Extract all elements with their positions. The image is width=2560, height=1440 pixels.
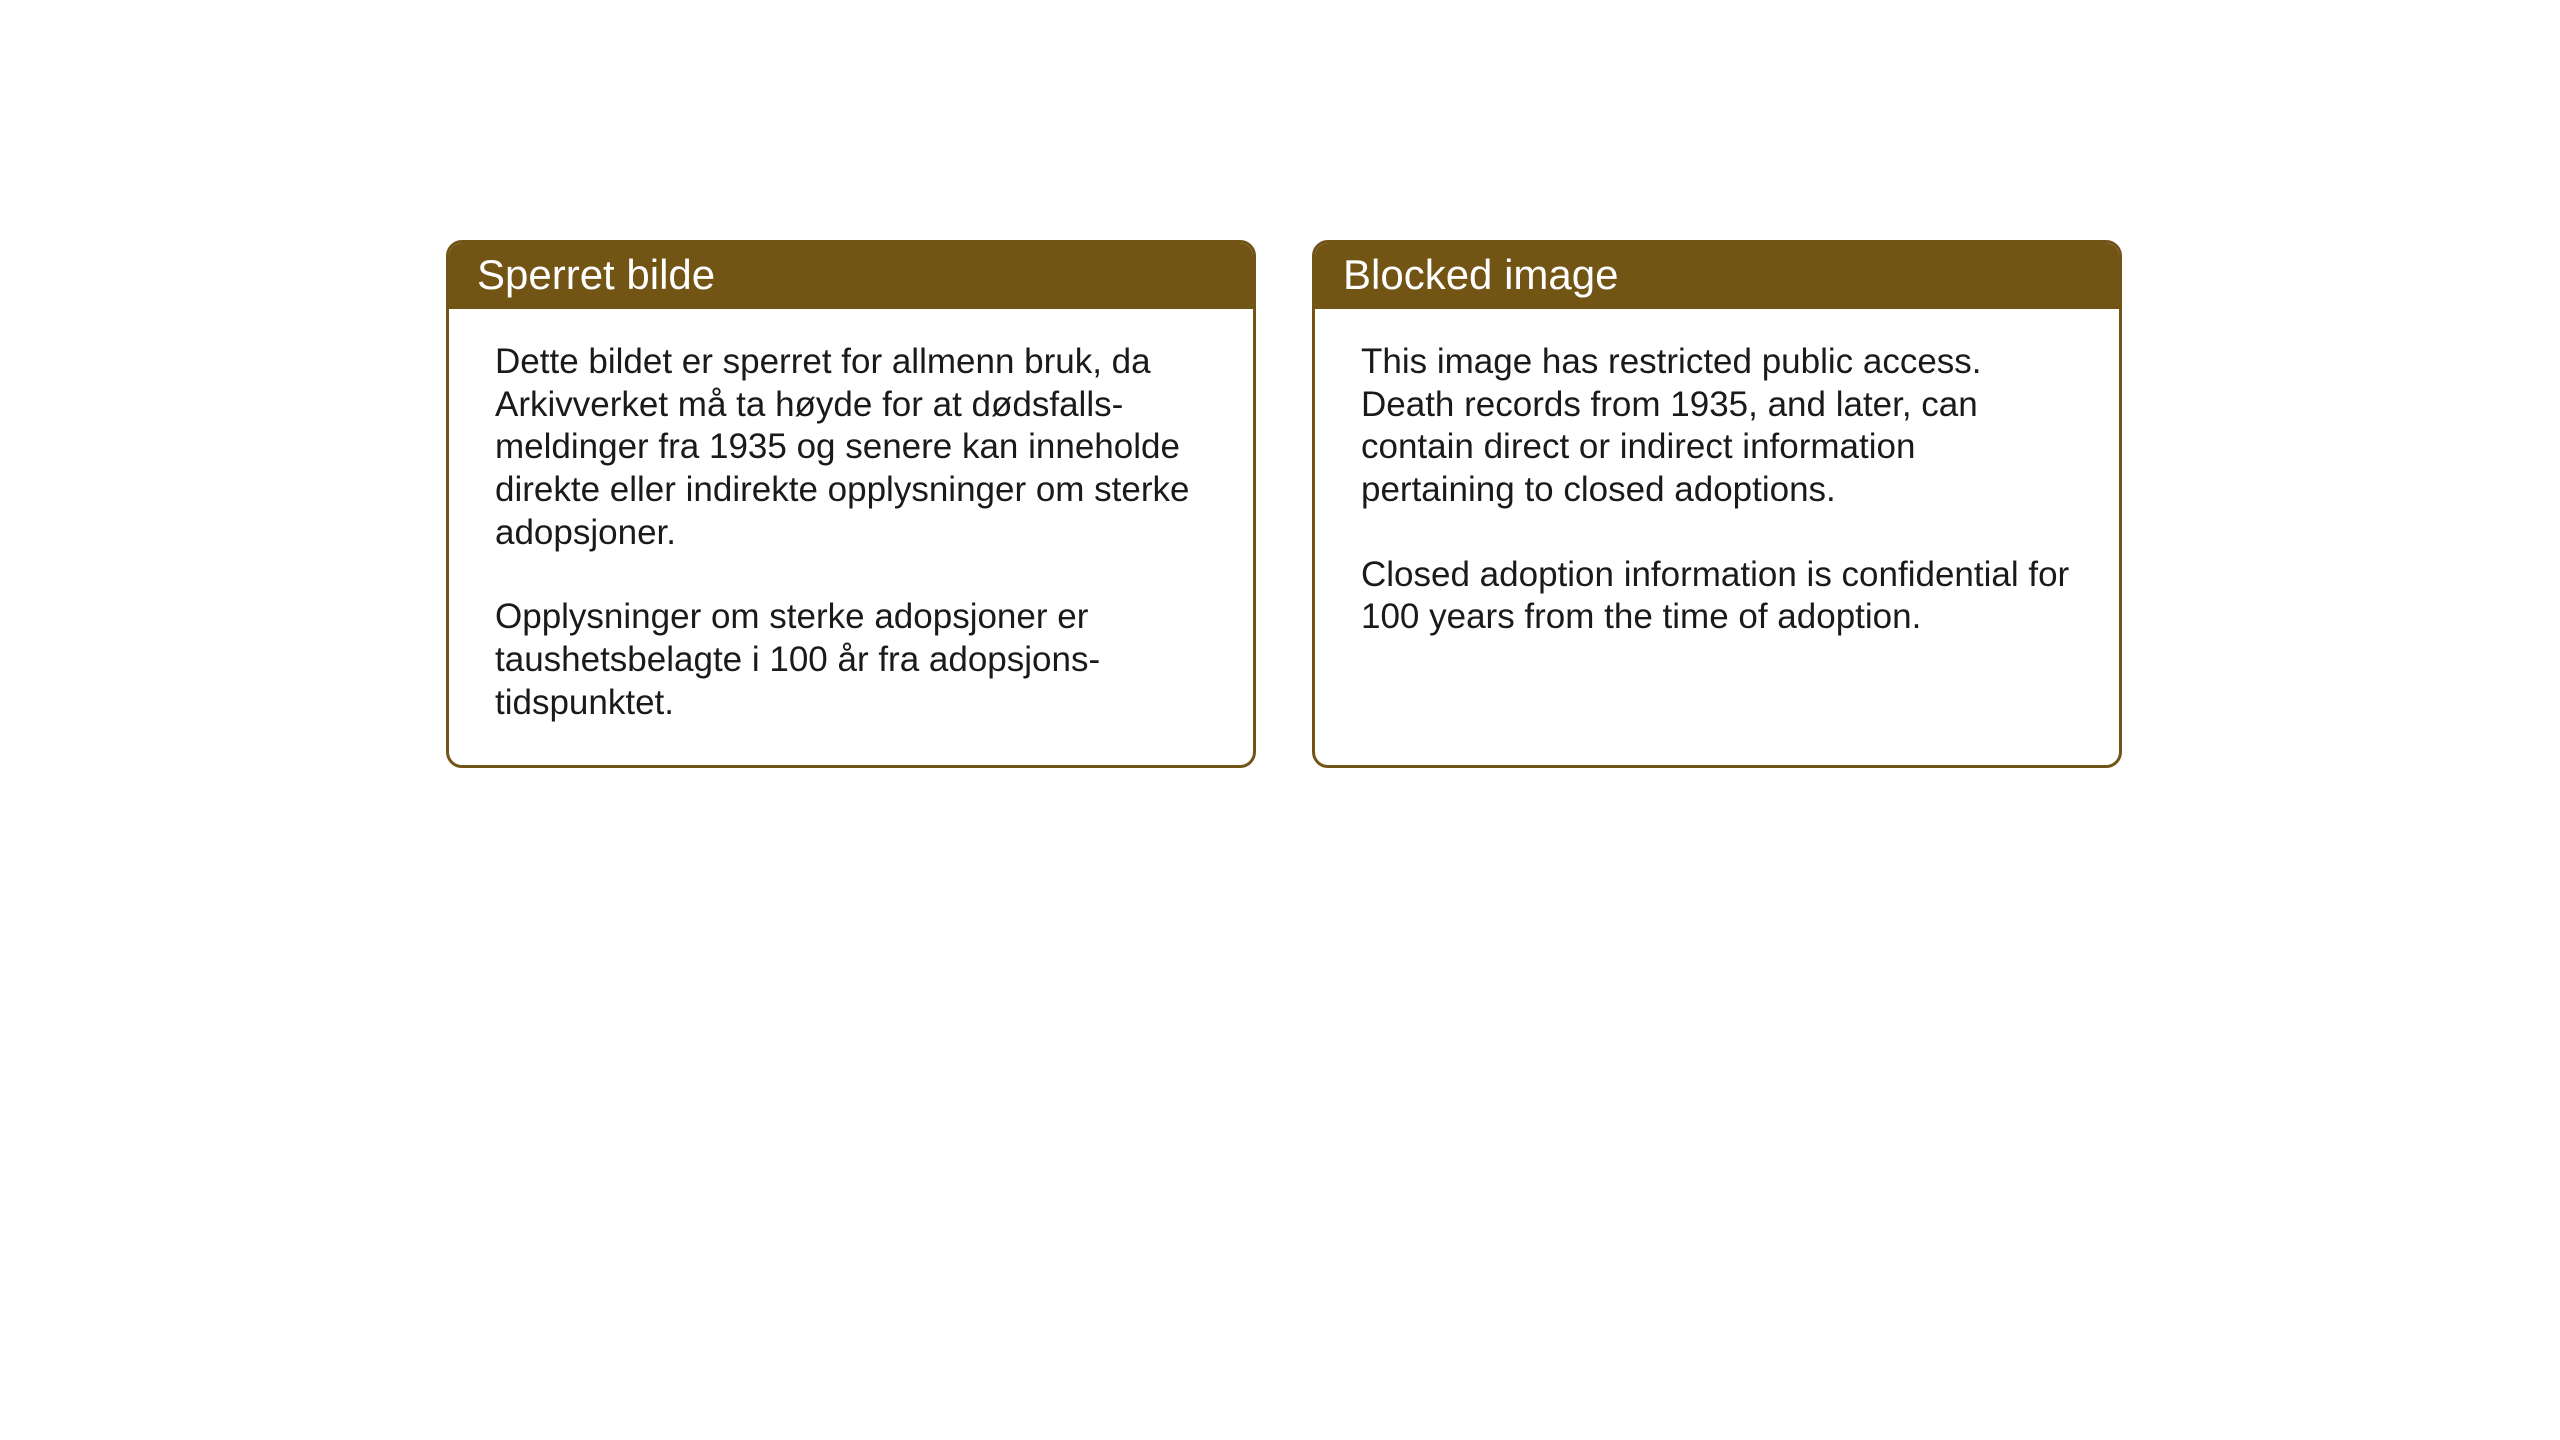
english-paragraph-2: Closed adoption information is confident…	[1361, 554, 2073, 639]
english-card-body: This image has restricted public access.…	[1315, 309, 2119, 679]
english-paragraph-1: This image has restricted public access.…	[1361, 341, 2073, 512]
english-card-header: Blocked image	[1315, 243, 2119, 309]
norwegian-notice-card: Sperret bilde Dette bildet er sperret fo…	[446, 240, 1256, 768]
norwegian-card-body: Dette bildet er sperret for allmenn bruk…	[449, 309, 1253, 765]
norwegian-paragraph-2: Opplysninger om sterke adopsjoner er tau…	[495, 596, 1207, 724]
norwegian-paragraph-1: Dette bildet er sperret for allmenn bruk…	[495, 341, 1207, 554]
notice-cards-container: Sperret bilde Dette bildet er sperret fo…	[446, 240, 2122, 768]
english-notice-card: Blocked image This image has restricted …	[1312, 240, 2122, 768]
norwegian-card-header: Sperret bilde	[449, 243, 1253, 309]
